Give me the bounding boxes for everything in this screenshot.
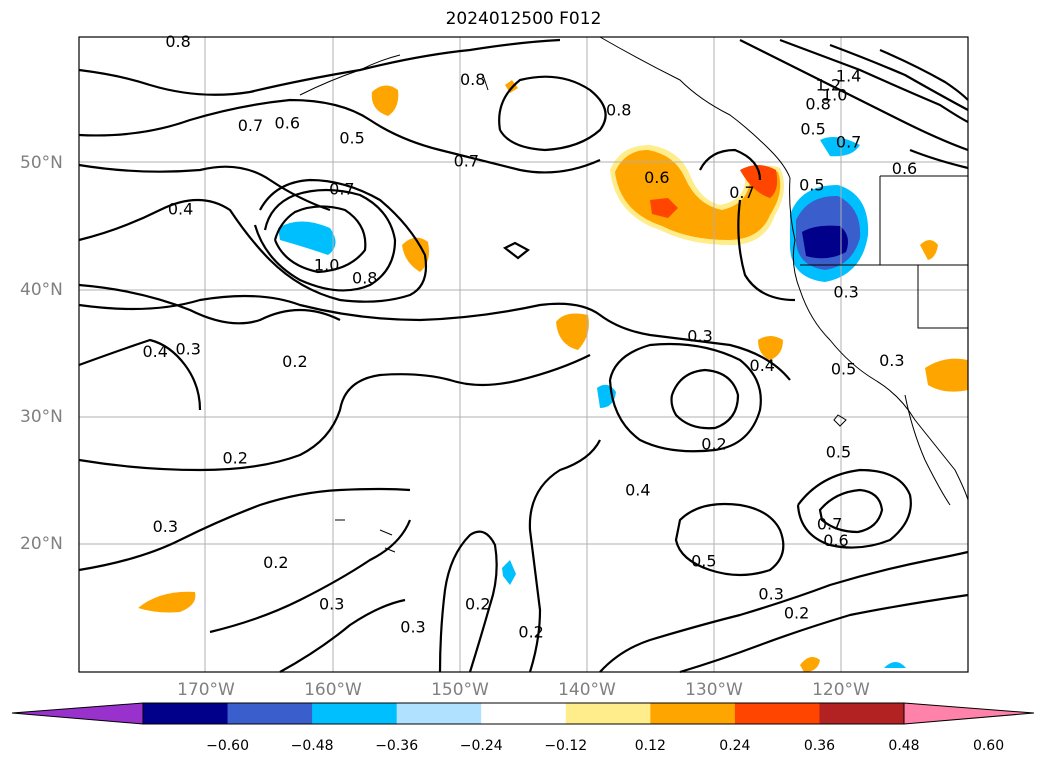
latitude-label: 40°N (20, 280, 63, 300)
colorbar-tick-label: 0.36 (803, 738, 836, 754)
colorbar-tick-label: −0.48 (290, 738, 334, 754)
negative-anomaly-region (278, 221, 336, 255)
contour-label: 0.4 (168, 200, 193, 219)
colorbar-tick-label: −0.60 (206, 738, 249, 754)
colorbar-tick-label: −0.24 (459, 738, 503, 754)
contour-label: 0.7 (817, 515, 842, 534)
colorbar-swatch (227, 703, 313, 724)
contour-label: 0.2 (282, 352, 307, 371)
colorbar-tick-label: −0.36 (375, 738, 419, 754)
contour-label: 0.4 (142, 342, 167, 361)
map-title: 2024012500 F012 (445, 9, 602, 29)
colorbar-extend-max (904, 703, 1034, 724)
contour-label: 0.2 (784, 604, 809, 623)
positive-anomaly-region (925, 358, 968, 392)
contour-label: 0.7 (729, 183, 754, 202)
longitude-label: 120°W (812, 680, 870, 700)
contour-label: 0.6 (275, 113, 300, 132)
contour-label: 0.3 (758, 585, 783, 604)
contour-label: 0.3 (175, 339, 200, 358)
contour-label: 0.3 (687, 327, 712, 346)
colorbar-tick-label: 0.60 (972, 738, 1005, 754)
latitude-label: 50°N (20, 153, 63, 173)
positive-anomaly-region (371, 85, 399, 116)
contour-label: 0.7 (836, 132, 861, 151)
colorbar-tick-label: 0.24 (719, 738, 751, 754)
contour-label: 0.4 (750, 356, 775, 375)
colorbar-swatch (143, 703, 229, 724)
positive-anomaly-region (920, 240, 938, 260)
contour-label: 0.6 (644, 168, 669, 187)
colorbar-swatch (396, 703, 482, 724)
colorbar-swatch (312, 703, 398, 724)
colorbar-swatch (734, 703, 820, 724)
contour-label: 1.0 (822, 85, 847, 104)
contour-label: 0.7 (454, 151, 479, 170)
colorbar-swatch (650, 703, 736, 724)
contour-label: 0.2 (222, 449, 247, 468)
contour-label: 0.8 (165, 32, 190, 51)
negative-anomaly-region (502, 560, 516, 585)
contour-label: 0.6 (823, 531, 848, 550)
contour-label: 0.5 (800, 120, 825, 139)
colorbar-swatch (481, 703, 567, 724)
contour-label: 0.3 (879, 351, 904, 370)
colorbar-swatch (819, 703, 905, 724)
negative-anomaly-region (820, 136, 860, 157)
positive-anomaly-region (740, 165, 778, 198)
contour-label: 0.2 (701, 435, 726, 454)
longitude-label: 130°W (685, 680, 743, 700)
contour-label: 0.8 (460, 70, 485, 89)
contour-label: 0.3 (319, 595, 344, 614)
contour-label: 0.8 (606, 101, 631, 120)
negative-anomaly-region (884, 662, 906, 668)
contour-label: 0.5 (691, 552, 716, 571)
colorbar (11, 702, 1035, 725)
contour-label: 0.2 (263, 553, 288, 572)
contour-label: 0.5 (831, 360, 856, 379)
contour-label: 0.8 (352, 268, 377, 287)
longitude-label: 170°W (177, 680, 235, 700)
contour-label: 0.3 (153, 517, 178, 536)
contour-label: 0.5 (826, 442, 851, 461)
positive-anomaly-region (402, 237, 429, 272)
contour-label: 0.7 (329, 179, 354, 198)
latitude-label: 20°N (20, 534, 63, 554)
contour-label: 0.3 (400, 618, 425, 637)
positive-anomaly-region (650, 198, 678, 218)
positive-anomaly-region (758, 336, 783, 360)
colorbar-tick-label: −0.12 (544, 738, 588, 754)
positive-anomaly-region (138, 591, 196, 613)
contour-label: 0.7 (238, 116, 263, 135)
contour-label: 0.2 (518, 623, 543, 642)
colorbar-tick-label: 0.12 (634, 738, 666, 754)
contour-label: 0.5 (339, 129, 364, 148)
contour-label: 1.4 (836, 66, 861, 85)
coastlines (299, 36, 969, 553)
contour-label: 0.8 (805, 94, 830, 113)
longitude-label: 140°W (558, 680, 616, 700)
contour-lines (78, 38, 969, 674)
contour-labels: 0.80.7 0.60.50.80.80.70.71.00.80.40.60.71… (142, 32, 917, 642)
contour-label: 0.4 (625, 480, 650, 499)
contour-label: 0.5 (799, 176, 824, 195)
colorbar-extend-min (12, 703, 143, 724)
graticule (79, 37, 968, 672)
contour-label: 0.2 (465, 595, 490, 614)
shading-layer (138, 80, 968, 672)
latitude-label: 30°N (20, 407, 63, 427)
longitude-label: 160°W (304, 680, 362, 700)
contour-label: 1.2 (816, 75, 841, 94)
longitude-label: 150°W (431, 680, 489, 700)
contour-label: 0.3 (833, 282, 858, 301)
contour-label: 1.0 (314, 256, 339, 275)
positive-anomaly-region (556, 313, 589, 350)
map-frame (78, 36, 969, 673)
negative-anomaly-region (802, 225, 848, 259)
positive-anomaly-region (800, 656, 820, 672)
colorbar-swatch (565, 703, 651, 724)
contour-label: 0.6 (892, 159, 917, 178)
colorbar-tick-label: 0.48 (888, 738, 920, 754)
